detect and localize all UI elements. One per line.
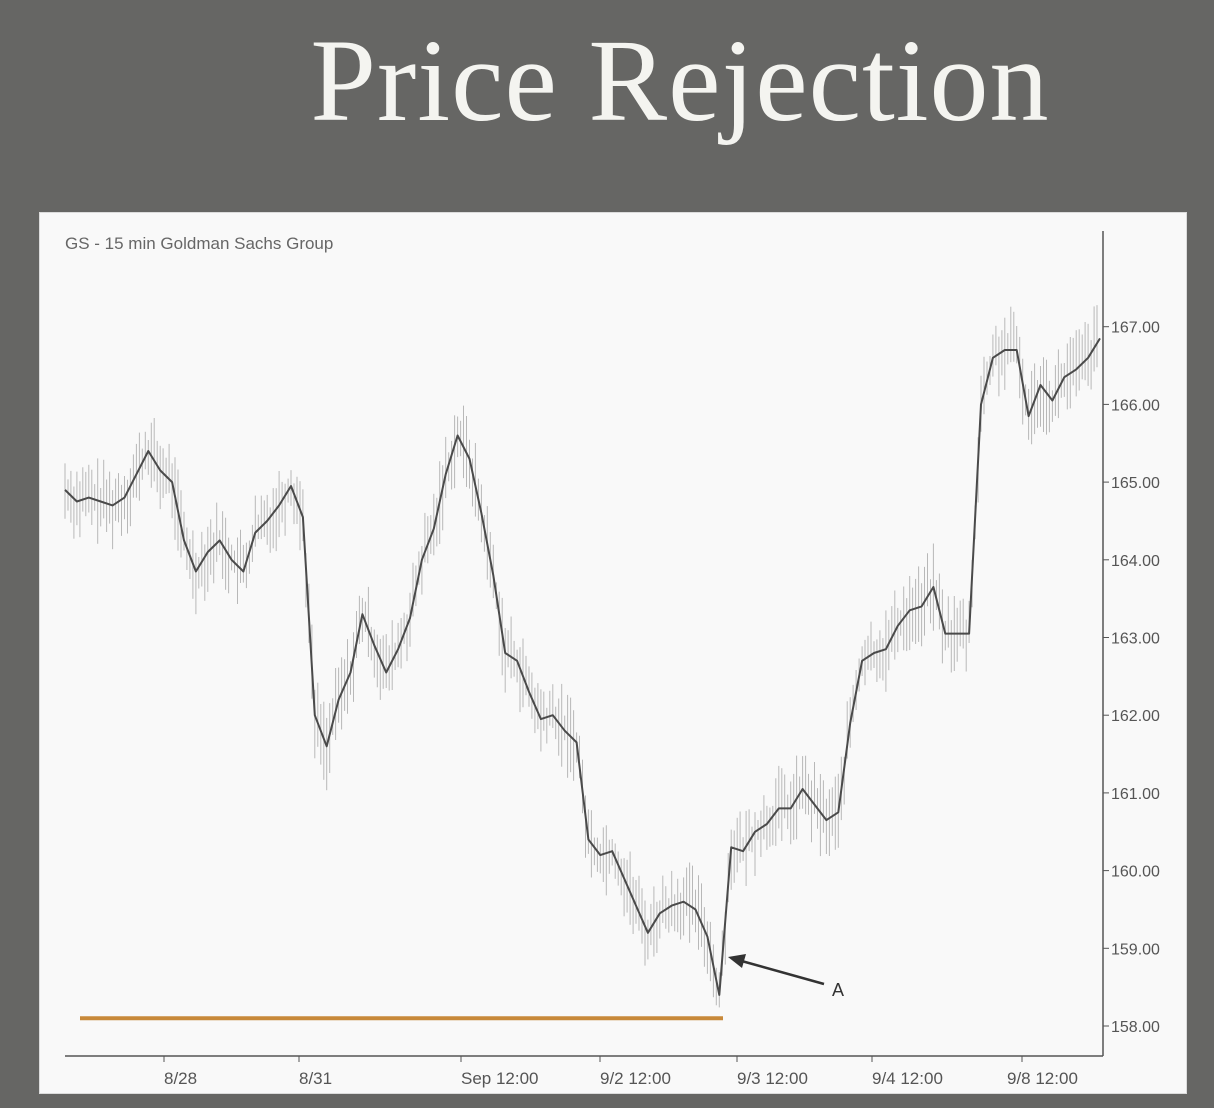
- price-bars-layer: [64, 305, 1098, 1008]
- annotation-label-a: A: [832, 980, 844, 1000]
- y-tick-label: 158.00: [1111, 1019, 1160, 1036]
- chart-title: GS - 15 min Goldman Sachs Group: [65, 234, 333, 253]
- x-tick-label: Sep 12:00: [461, 1069, 539, 1088]
- x-tick-label: 9/8 12:00: [1007, 1069, 1078, 1088]
- y-tick-label: 163.00: [1111, 631, 1160, 648]
- y-tick-label: 161.00: [1111, 786, 1160, 803]
- x-tick-label: 8/28: [164, 1069, 197, 1088]
- y-tick-label: 159.00: [1111, 941, 1160, 958]
- x-tick-label: 9/4 12:00: [872, 1069, 943, 1088]
- axes-layer: 158.00 159.00 160.00 161.00 162.00 163.00 164.…: [65, 231, 1160, 1088]
- price-line-layer: [64, 337, 1101, 1021]
- price-series-line: [64, 337, 1101, 996]
- y-tick-label: 160.00: [1111, 864, 1160, 881]
- x-tick-label: 9/3 12:00: [737, 1069, 808, 1088]
- x-tick-label: 8/31: [299, 1069, 332, 1088]
- slide-title: Price Rejection: [310, 15, 1050, 146]
- annotations-layer: A: [728, 954, 844, 1000]
- x-tick-label: 9/2 12:00: [600, 1069, 671, 1088]
- y-tick-label: 165.00: [1111, 475, 1160, 492]
- chart-panel: GS - 15 min Goldman Sachs Group 158.00 15…: [39, 212, 1187, 1094]
- y-tick-label: 166.00: [1111, 397, 1160, 414]
- annotation-arrow: [737, 958, 825, 986]
- annotation-arrowhead: [728, 954, 746, 968]
- price-chart: GS - 15 min Goldman Sachs Group 158.0015…: [64, 231, 1160, 1088]
- y-tick-label: 164.00: [1111, 553, 1160, 570]
- y-tick-label: 167.00: [1111, 320, 1160, 337]
- y-tick-label: 162.00: [1111, 708, 1160, 725]
